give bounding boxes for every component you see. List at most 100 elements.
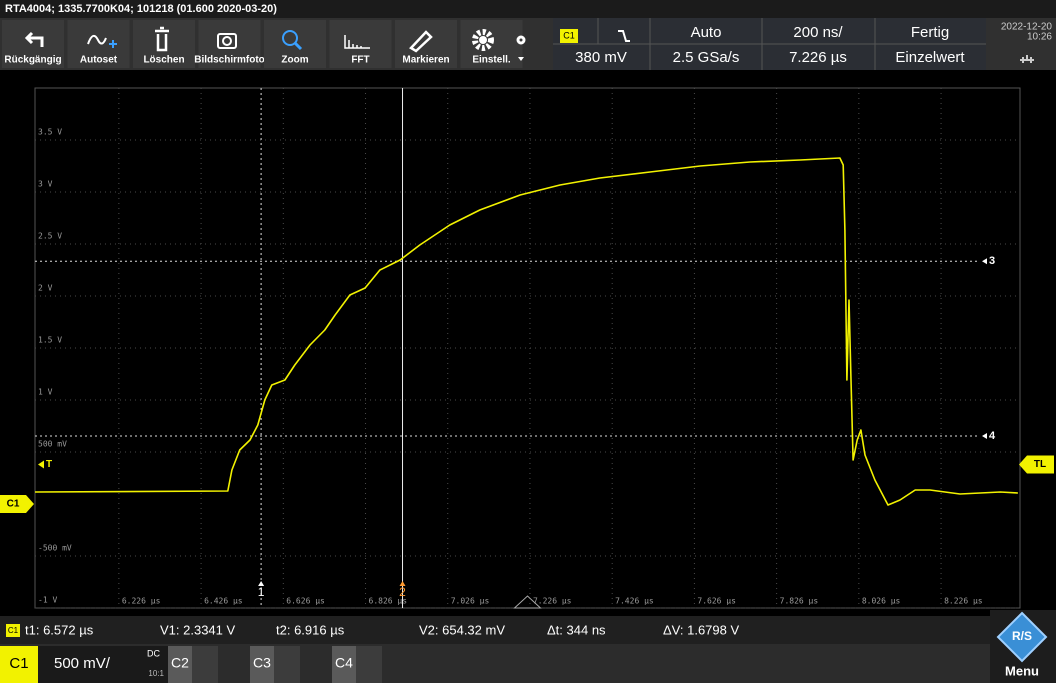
c1-scale: 500 mV/ (54, 655, 111, 672)
menu-label[interactable]: Menu (1005, 663, 1039, 678)
waveform (34, 157, 1018, 506)
zoom-handle (293, 41, 303, 51)
toolbar-button[interactable] (395, 20, 457, 68)
rs-logo (996, 611, 1048, 663)
readout-bar (0, 616, 1056, 644)
channel-tabs: C2 C3 C4 (168, 646, 382, 683)
trigger-mode[interactable]: Auto (691, 24, 722, 41)
c1-label: C1 (9, 655, 28, 672)
toolbar-button-label: Zoom (281, 55, 308, 66)
zoom-icon (282, 30, 298, 46)
c1-coupling: DC (147, 648, 160, 658)
toolbar-button[interactable] (2, 20, 64, 68)
toolbar-button[interactable] (67, 20, 130, 68)
toolbar-button[interactable] (329, 20, 392, 68)
toolbar-button-label: Rückgängig (4, 55, 61, 66)
toolbar-button-label: Löschen (143, 55, 184, 66)
time: 10:26 (1027, 32, 1052, 43)
ground-marker (0, 495, 34, 513)
channel-badge-text: C1 (563, 30, 575, 40)
x-tick-label: 7.426 µs (615, 597, 654, 606)
trash-icon (155, 26, 169, 52)
readout-dt: Δt: 344 ns (547, 622, 606, 637)
channel-tab-key (332, 646, 356, 683)
timebase[interactable]: 200 ns/ (793, 24, 843, 41)
clock-panel (986, 18, 1056, 70)
c1-tab[interactable] (0, 646, 38, 683)
y-tick-label: -500 mV (38, 544, 72, 553)
cursor-label: 2 (399, 585, 406, 599)
x-tick-label: 6.626 µs (286, 597, 325, 606)
camera-icon (217, 33, 237, 49)
y-tick-label: 1 V (38, 388, 53, 397)
horizontal-position[interactable]: 7.226 µs (789, 49, 847, 66)
readout-v1: V1: 2.3341 V (160, 622, 235, 637)
channel-tab-key (250, 646, 274, 683)
y-tick-label: 2 V (38, 284, 53, 293)
dropdown-arrow (518, 57, 524, 61)
c1-probe: 10:1 (148, 669, 164, 678)
readout-t2: t2: 6.916 µs (276, 622, 345, 637)
x-tick-label: 7.226 µs (533, 597, 572, 606)
toolbar-button-label: Markieren (402, 55, 449, 66)
toolbar-icons (24, 26, 433, 53)
title-bar (0, 0, 1056, 18)
ground-marker-label: C1 (7, 499, 20, 510)
x-tick-label: 7.826 µs (780, 597, 819, 606)
cursor-label: 4 (989, 430, 996, 442)
y-tick-label: 3 V (38, 180, 53, 189)
acquisition-state[interactable]: Fertig (911, 24, 949, 41)
falling-edge-icon (618, 30, 630, 42)
x-tick-label: 7.026 µs (451, 597, 490, 606)
autoset-plus (109, 40, 117, 48)
toolbar-button-label: Bildschirmfoto (194, 55, 265, 66)
autoset-icon (87, 34, 107, 45)
cursor-arrow (258, 581, 265, 586)
toolbar-button[interactable] (460, 20, 523, 68)
x-tick-label: 6.226 µs (122, 597, 161, 606)
readout-channel: C1 (8, 626, 19, 635)
undo-icon (24, 31, 44, 47)
channel-tab-label: C2 (171, 655, 189, 671)
title-text: RTA4004; 1335.7700K04; 101218 (01.600 20… (5, 3, 277, 15)
x-tick-label: 8.226 µs (944, 597, 983, 606)
readout-dv: ΔV: 1.6798 V (663, 622, 739, 637)
fft-icon (344, 35, 370, 49)
readout-channel-badge (6, 624, 20, 637)
camera-lens (222, 36, 232, 46)
acquisition-mode[interactable]: Einzelwert (895, 49, 965, 66)
y-tick-label: -1 V (38, 596, 57, 605)
trigger-tag-label: TL (1034, 459, 1046, 470)
trigger-level-tag (1019, 455, 1054, 474)
cursor-arrow (982, 258, 987, 265)
date: 2022-12-20 (1001, 22, 1053, 33)
y-tick-label: 2.5 V (38, 232, 62, 241)
rs-logo-mark: R/S (1012, 629, 1032, 643)
y-tick-label: 500 mV (38, 440, 67, 449)
trigger-label: T (46, 459, 52, 470)
channel-tab-label: C4 (335, 655, 353, 671)
plot-area: -1 V -500 mV 500 mV 1 V 1.5 V 2 V 2.5 V 3 V 3.5 … (0, 87, 1054, 609)
sample-rate[interactable]: 2.5 GSa/s (673, 49, 740, 66)
network-icon (1020, 55, 1034, 63)
toolbar-button-label: Autoset (80, 55, 118, 66)
cursor-arrow (399, 581, 406, 586)
trigger-position-marker (513, 595, 542, 609)
x-tick-label: 6.826 µs (369, 597, 408, 606)
y-tick-label: 3.5 V (38, 128, 62, 137)
cursor-label: 1 (258, 585, 265, 599)
channel-tab-key (168, 646, 192, 683)
status-dividers (553, 18, 986, 70)
cursor-label: 3 (989, 255, 995, 267)
cursor-arrow (982, 432, 987, 439)
pen-icon (409, 30, 433, 53)
c1-settings[interactable] (38, 646, 168, 683)
channel-badge[interactable] (560, 29, 578, 43)
toolbar-button-label: FFT (351, 55, 369, 66)
x-tick-label: 8.026 µs (862, 597, 901, 606)
readout-t1: t1: 6.572 µs (25, 622, 94, 637)
settings-hub (479, 36, 487, 44)
trigger-level[interactable]: 380 mV (575, 49, 627, 66)
